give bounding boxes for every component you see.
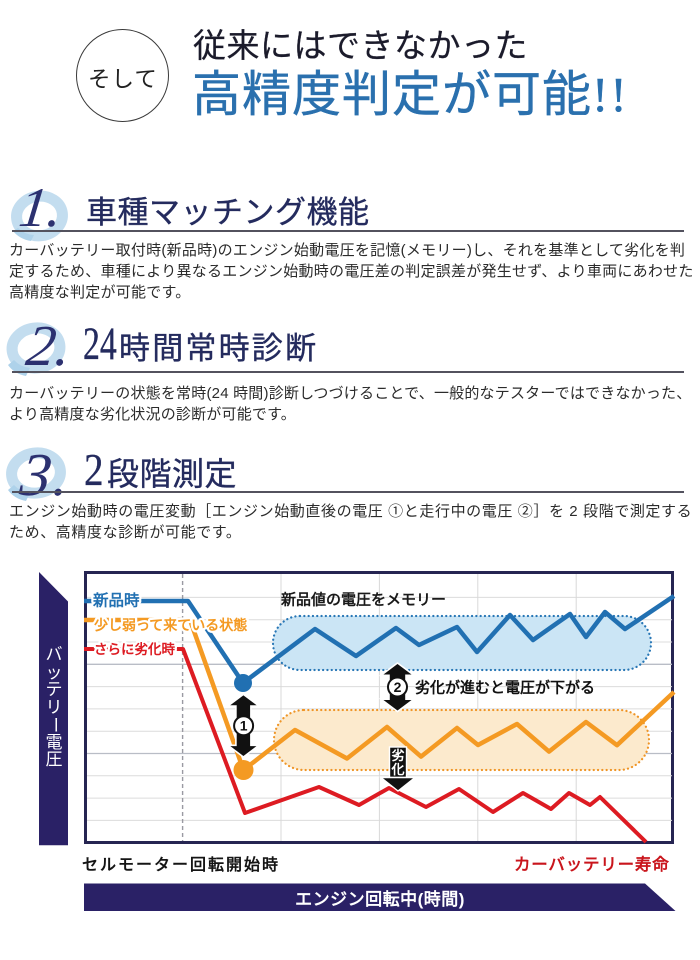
svg-text:劣: 劣 — [391, 748, 404, 763]
svg-text:少し弱って来ている状態: 少し弱って来ている状態 — [94, 617, 247, 633]
svg-text:劣化が進むと電圧が下がる: 劣化が進むと電圧が下がる — [415, 679, 595, 697]
svg-text:新品値の電圧をメモリー: 新品値の電圧をメモリー — [280, 591, 446, 609]
svg-text:1: 1 — [240, 718, 248, 734]
svg-text:さらに劣化時: さらに劣化時 — [94, 641, 175, 657]
svg-text:2: 2 — [394, 679, 402, 695]
svg-text:化: 化 — [390, 762, 404, 777]
svg-text:新品時: 新品時 — [92, 591, 140, 610]
